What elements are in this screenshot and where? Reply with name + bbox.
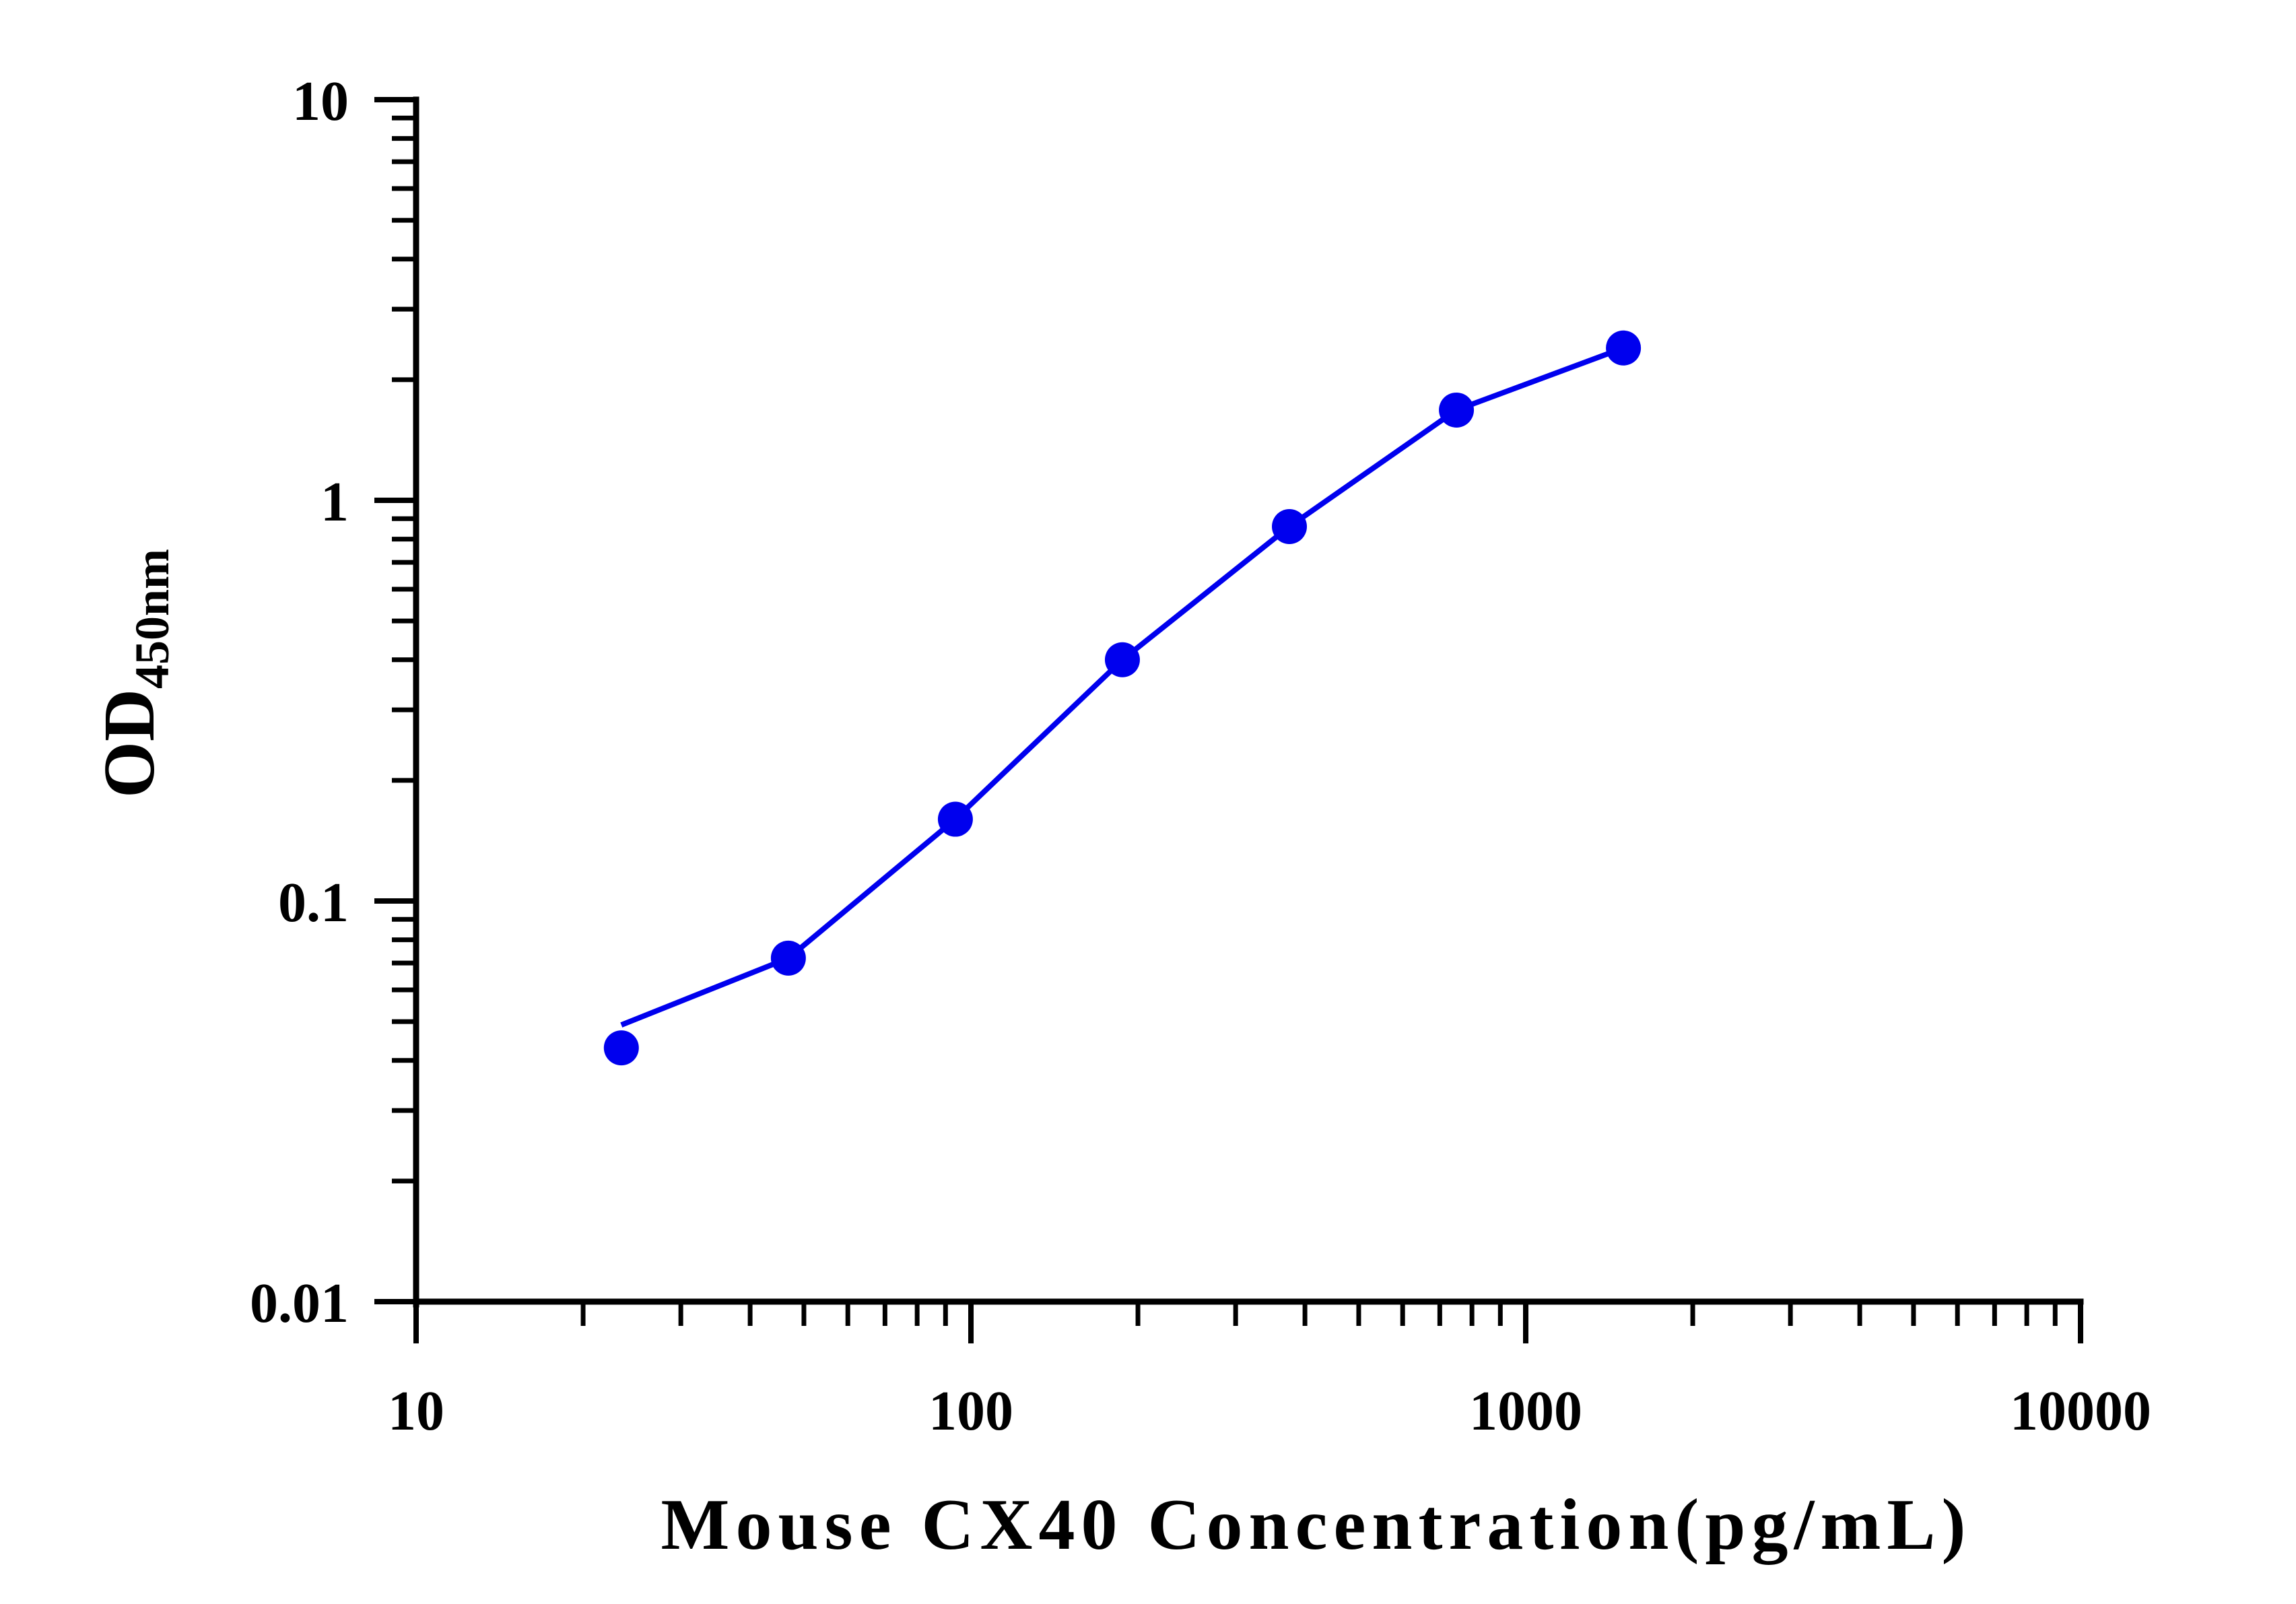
- data-point: [603, 1030, 639, 1066]
- x-axis-title: Mouse CX40 Concentration(pg/mL): [661, 1485, 1972, 1565]
- x-tick-label: 10: [388, 1380, 444, 1442]
- data-series: [603, 330, 1642, 1066]
- data-point: [1439, 392, 1475, 428]
- tick-labels: 0.01 0.1 1 10 10 100 1000 10000: [250, 70, 2151, 1442]
- x-tick-label: 10000: [2010, 1380, 2151, 1442]
- series-line: [620, 345, 1625, 1028]
- y-axis-title: OD450nm: [90, 549, 179, 798]
- data-point: [1606, 330, 1642, 366]
- y-tick-label: 1: [320, 471, 349, 533]
- data-point: [937, 801, 973, 837]
- y-axis-title-main: OD: [90, 689, 170, 798]
- x-tick-label: 100: [928, 1380, 1013, 1442]
- data-point: [1104, 642, 1140, 677]
- y-axis-title-subscript: 450nm: [125, 549, 179, 689]
- axis-ticks: [374, 97, 2083, 1343]
- y-tick-label: 10: [292, 70, 349, 133]
- data-point: [770, 940, 806, 976]
- axes: [413, 96, 2084, 1308]
- y-axis-title-group: OD450nm: [90, 549, 179, 798]
- data-point: [1272, 508, 1308, 544]
- y-tick-label: 0.01: [250, 1272, 349, 1335]
- y-tick-label: 0.1: [278, 871, 349, 934]
- x-tick-label: 1000: [1469, 1380, 1582, 1442]
